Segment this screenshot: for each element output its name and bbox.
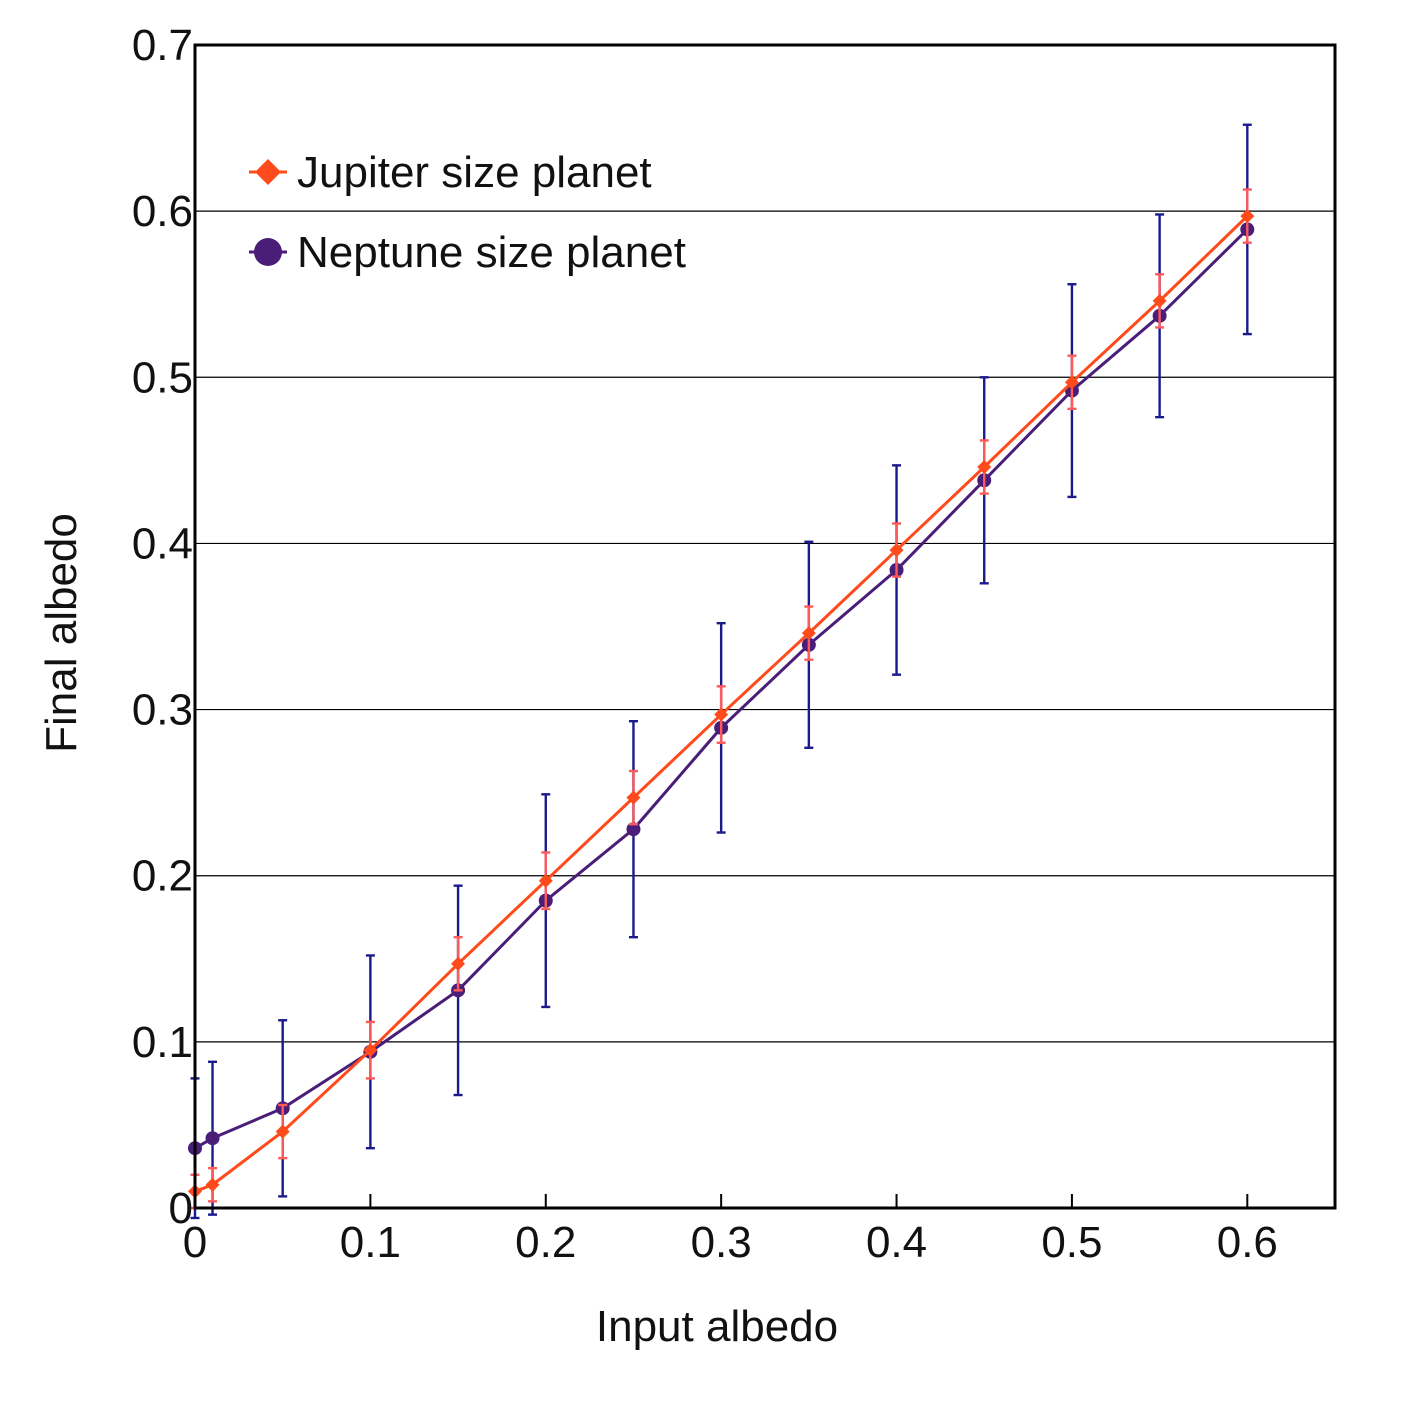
x-tick-label: 0.4 [866,1218,927,1267]
y-tick-label: 0 [169,1184,193,1233]
legend-entry: Jupiter size planet [249,148,652,197]
legend-label: Neptune size planet [297,228,686,277]
data-point [205,1177,220,1192]
y-tick-label: 0.2 [132,852,193,901]
tick-labels: 0 0.1 0.2 0.3 0.4 0.5 0.6 0.7 0 0.1 0.2 0.3 0.4 0.5 0.… [132,21,1278,1267]
legend: Jupiter size planet Neptune size planet [249,148,686,277]
y-tick-label: 0.3 [132,686,193,735]
data-point [889,543,904,558]
x-tick-label: 0 [183,1218,207,1267]
series-line [194,228,1249,1150]
plot-frame [193,43,1337,1210]
data-point [1240,209,1255,224]
series-layer [188,123,1255,1220]
series-line [194,215,1249,1193]
y-tick-label: 0.4 [132,519,193,568]
y-tick-label: 0.7 [132,21,193,70]
y-axis-label: Final albedo [37,513,86,753]
data-point [1064,375,1079,390]
data-point [977,460,992,475]
x-axis-label: Input albedo [596,1302,838,1351]
y-tick-label: 0.6 [132,187,193,236]
data-point [363,1043,378,1058]
data-point [205,1131,220,1146]
data-point [626,790,641,805]
x-tick-label: 0.3 [691,1218,752,1267]
data-point [626,822,641,837]
data-point [801,626,816,641]
data-point [714,707,729,722]
data-point [275,1124,290,1139]
legend-marker-diamond [255,159,281,185]
legend-entry: Neptune size planet [249,228,686,277]
x-tick-label: 0.2 [515,1218,576,1267]
data-point [1152,293,1167,308]
x-tick-label: 0.5 [1041,1218,1102,1267]
y-tick-label: 0.1 [132,1018,193,1067]
legend-label: Jupiter size planet [297,148,652,197]
y-tick-label: 0.5 [132,353,193,402]
x-tick-label: 0.1 [340,1218,401,1267]
data-point [538,873,553,888]
legend-marker-circle [254,238,282,266]
data-point [451,956,466,971]
series-jupiter [188,188,1255,1210]
x-tick-label: 0.6 [1217,1218,1278,1267]
